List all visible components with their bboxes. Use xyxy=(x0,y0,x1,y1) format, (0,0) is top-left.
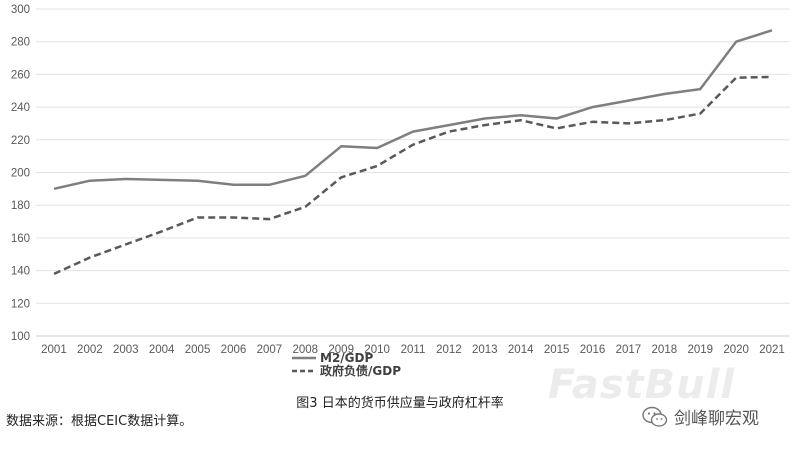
x-tick-label: 2006 xyxy=(221,344,247,356)
gridlines xyxy=(36,8,790,304)
x-tick-label: 2002 xyxy=(77,344,103,356)
x-tick-label: 2021 xyxy=(759,344,785,356)
x-tick-label: 2011 xyxy=(401,344,426,356)
y-tick-label: 200 xyxy=(11,168,30,180)
x-tick-label: 2013 xyxy=(472,344,498,356)
x-tick-label: 2015 xyxy=(544,344,570,356)
wechat-icon xyxy=(642,406,668,427)
series-lines xyxy=(53,29,773,276)
y-tick-label: 220 xyxy=(11,135,30,147)
y-tick-label: 280 xyxy=(11,37,30,49)
y-tick-label: 140 xyxy=(11,266,30,278)
x-tick-label: 2004 xyxy=(149,344,175,356)
figure-caption: 图3 日本的货币供应量与政府杠杆率 xyxy=(296,396,504,411)
y-tick-label: 240 xyxy=(11,102,30,114)
x-tick-label: 2017 xyxy=(616,344,642,356)
x-tick-label: 2005 xyxy=(185,344,211,356)
x-tick-label: 2016 xyxy=(580,344,606,356)
series-line-1 xyxy=(53,75,773,276)
x-tick-label: 2008 xyxy=(292,344,318,356)
x-tick-label: 2010 xyxy=(364,344,390,356)
x-tick-label: 2001 xyxy=(41,344,67,356)
source-note: 数据来源：根据CEIC数据计算。 xyxy=(6,414,193,429)
y-tick-label: 300 xyxy=(11,4,30,16)
watermark: FastBull xyxy=(548,362,736,408)
y-tick-label: 100 xyxy=(11,331,30,343)
x-tick-label: 2012 xyxy=(436,344,462,356)
x-tick-label: 2014 xyxy=(508,344,534,356)
x-tick-label: 2019 xyxy=(687,344,713,356)
y-tick-label: 120 xyxy=(11,298,30,310)
y-tick-label: 260 xyxy=(11,69,30,81)
series-line-0 xyxy=(53,29,773,191)
legend-label-0: M2/GDP xyxy=(320,351,373,365)
y-tick-label: 180 xyxy=(11,200,30,212)
axes: 100 120 140 160 180 200 220 240 260 280 300 2001 200… xyxy=(11,4,790,356)
wechat-account-badge: 剑峰聊宏观 xyxy=(642,404,759,429)
y-tick-label: 160 xyxy=(11,233,30,245)
x-tick-label: 2003 xyxy=(113,344,139,356)
wechat-account-name: 剑峰聊宏观 xyxy=(674,409,759,429)
x-tick-label: 2020 xyxy=(723,344,749,356)
legend-label-1: 政府负债/GDP xyxy=(320,363,401,378)
x-tick-label: 2007 xyxy=(257,344,283,356)
x-tick-label: 2009 xyxy=(328,344,354,356)
x-tick-label: 2018 xyxy=(652,344,678,356)
